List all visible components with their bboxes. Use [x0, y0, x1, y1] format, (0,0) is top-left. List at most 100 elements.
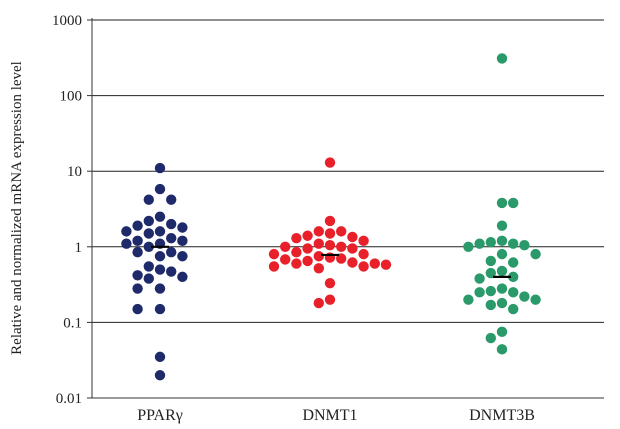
- y-tick-label: 100: [60, 89, 83, 105]
- data-point: [132, 283, 143, 294]
- data-point: [154, 211, 166, 222]
- data-point: [496, 344, 508, 355]
- data-point: [496, 248, 508, 260]
- data-point: [154, 183, 166, 195]
- data-point: [313, 251, 324, 262]
- data-point: [268, 261, 280, 272]
- data-point: [132, 270, 143, 281]
- data-point: [132, 303, 143, 315]
- y-tick-label: 1: [75, 240, 83, 256]
- grid-lines: [92, 19, 604, 323]
- data-point: [496, 220, 508, 231]
- data-point: [485, 285, 496, 297]
- data-point: [154, 251, 166, 262]
- data-point: [519, 239, 530, 251]
- y-tick-label: 1000: [52, 13, 82, 29]
- data-point: [496, 235, 508, 247]
- data-point: [474, 287, 485, 298]
- data-point: [347, 243, 358, 254]
- data-point: [280, 254, 291, 265]
- data-point: [143, 194, 154, 205]
- data-point: [154, 303, 166, 315]
- data-point: [177, 251, 188, 262]
- data-point: [485, 255, 496, 267]
- data-point: [508, 303, 519, 315]
- data-point: [143, 241, 154, 252]
- data-point: [496, 326, 508, 338]
- x-category-label: DNMT3B: [469, 407, 535, 424]
- data-point: [132, 246, 143, 258]
- data-point: [143, 273, 154, 284]
- data-point: [485, 237, 496, 248]
- data-point: [291, 232, 302, 244]
- data-point: [154, 351, 166, 363]
- data-point: [291, 258, 302, 269]
- data-point: [324, 239, 336, 251]
- data-point: [132, 235, 143, 247]
- data-point: [154, 283, 166, 294]
- data-point: [358, 235, 369, 247]
- data-point: [496, 53, 508, 64]
- data-point: [358, 248, 369, 260]
- data-point: [336, 226, 347, 237]
- data-point: [313, 226, 324, 237]
- data-point: [324, 294, 336, 305]
- data-point: [154, 264, 166, 275]
- data-point: [324, 228, 336, 239]
- data-point: [154, 162, 166, 174]
- y-tick-label: 10: [67, 164, 82, 180]
- data-point: [336, 241, 347, 252]
- data-point: [496, 297, 508, 309]
- data-point: [166, 246, 177, 258]
- data-point: [530, 248, 541, 260]
- median-markers: [151, 245, 511, 278]
- x-category-label: PPARγ: [137, 407, 183, 424]
- data-point: [177, 235, 188, 247]
- data-point: [519, 291, 530, 302]
- y-tick-label: 0.01: [56, 391, 82, 407]
- data-point: [508, 257, 519, 268]
- data-point: [369, 258, 380, 269]
- data-point: [496, 197, 508, 209]
- data-point: [324, 215, 336, 227]
- data-point: [508, 271, 519, 283]
- data-point: [508, 238, 519, 249]
- axes: [91, 18, 604, 399]
- data-point: [166, 194, 177, 205]
- data-point: [313, 238, 324, 249]
- data-point: [313, 297, 324, 309]
- data-point: [154, 370, 166, 381]
- data-point: [302, 243, 313, 254]
- data-point: [380, 259, 392, 270]
- data-point: [302, 230, 313, 241]
- data-point: [177, 271, 188, 283]
- data-point: [485, 267, 496, 279]
- data-point: [474, 238, 485, 249]
- data-point: [291, 246, 302, 258]
- data-point: [324, 278, 336, 289]
- data-points: [121, 53, 541, 381]
- data-point: [121, 226, 132, 237]
- data-point: [347, 231, 358, 243]
- data-point: [496, 283, 508, 294]
- data-point: [280, 241, 291, 252]
- data-point: [166, 218, 177, 230]
- data-point: [358, 261, 369, 272]
- x-category-label: DNMT1: [302, 407, 357, 424]
- data-point: [485, 299, 496, 311]
- data-point: [132, 220, 143, 231]
- data-point: [530, 294, 541, 305]
- data-point: [474, 273, 485, 284]
- data-point: [347, 257, 358, 268]
- data-point: [154, 226, 166, 237]
- data-point: [485, 332, 496, 344]
- data-point: [166, 266, 177, 277]
- data-point: [143, 261, 154, 272]
- data-point: [313, 263, 324, 274]
- data-point: [324, 157, 336, 168]
- data-point: [177, 222, 188, 233]
- data-point: [508, 197, 519, 209]
- data-point: [143, 215, 154, 227]
- data-point: [268, 248, 280, 260]
